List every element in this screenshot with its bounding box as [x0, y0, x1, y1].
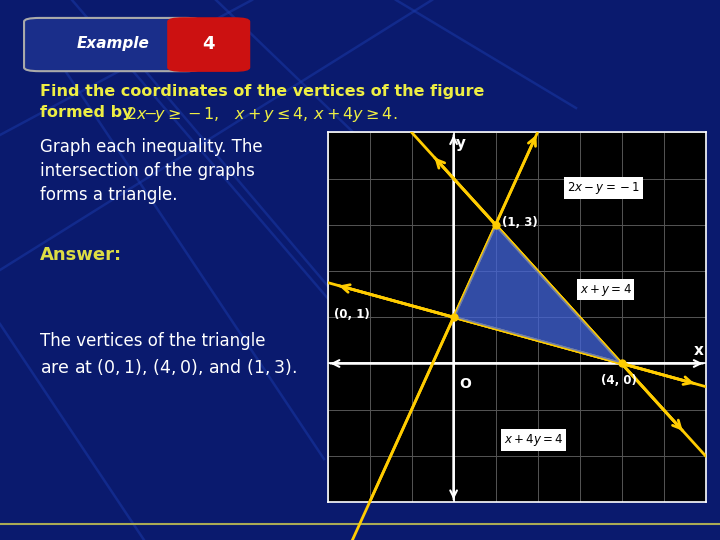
Text: 4: 4 [202, 35, 215, 52]
FancyBboxPatch shape [24, 18, 201, 71]
Text: Example: Example [77, 36, 150, 51]
Text: Find the coordinates of the vertices of the figure: Find the coordinates of the vertices of … [40, 84, 484, 99]
Text: intersection of the graphs: intersection of the graphs [40, 162, 254, 180]
Text: $x + 4y = 4$: $x + 4y = 4$ [504, 432, 563, 448]
Text: $x + 4y \geq 4.$: $x + 4y \geq 4.$ [313, 105, 397, 124]
Text: $x + y = 4$: $x + y = 4$ [580, 281, 631, 298]
Polygon shape [454, 225, 621, 363]
Text: (4, 0): (4, 0) [600, 374, 636, 387]
Text: Answer:: Answer: [40, 246, 122, 264]
Text: $x + y \leq 4,$: $x + y \leq 4,$ [234, 105, 308, 124]
Text: (1, 3): (1, 3) [502, 216, 538, 229]
Text: (0, 1): (0, 1) [334, 308, 369, 321]
Text: forms a triangle.: forms a triangle. [40, 186, 177, 204]
Text: are at $(0, 1)$, $(4, 0)$, and $(1, 3)$.: are at $(0, 1)$, $(4, 0)$, and $(1, 3)$. [40, 357, 296, 377]
Text: $2x\!\!-\!\!y \geq -1,$: $2x\!\!-\!\!y \geq -1,$ [126, 105, 220, 124]
Text: x: x [693, 343, 703, 358]
Text: Graph each inequality. The: Graph each inequality. The [40, 138, 262, 156]
Text: The vertices of the triangle: The vertices of the triangle [40, 332, 265, 350]
Text: formed by: formed by [40, 105, 143, 120]
FancyBboxPatch shape [168, 18, 250, 71]
Text: $2x - y = -1$: $2x - y = -1$ [567, 180, 640, 196]
Text: O: O [459, 377, 472, 392]
Text: y: y [456, 136, 466, 151]
